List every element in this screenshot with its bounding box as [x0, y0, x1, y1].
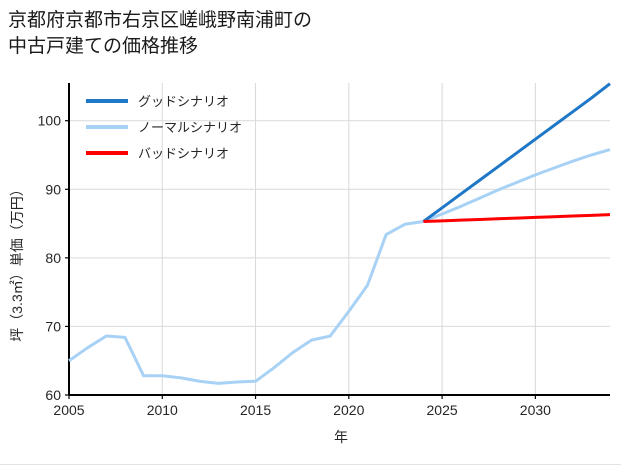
- series-line: [68, 148, 611, 385]
- series-line: [423, 213, 611, 224]
- x-tick-label: 2010: [147, 402, 178, 418]
- chart-title: 京都府京都市右京区嵯峨野南浦町の 中古戸建ての価格推移: [8, 8, 608, 60]
- chart-title-line-1: 京都府京都市右京区嵯峨野南浦町の: [8, 10, 313, 31]
- x-tick-label: 2015: [240, 402, 271, 418]
- data-series: [68, 82, 611, 385]
- x-tick-label: 2030: [520, 402, 551, 418]
- series-line: [422, 82, 611, 223]
- y-tick-label: 90: [45, 181, 61, 197]
- legend-label: バッドシナリオ: [138, 146, 229, 161]
- x-tick-label: 2025: [427, 402, 458, 418]
- x-tick-label: 2005: [53, 402, 84, 418]
- y-tick-labels: 60 70 80 90 100: [38, 113, 62, 403]
- plot-border: [68, 83, 610, 396]
- x-tick-labels: 2005 2010 2015 2020 2025 2030: [53, 402, 551, 418]
- legend-label: グッドシナリオ: [138, 94, 229, 109]
- y-tick-label: 70: [45, 318, 61, 334]
- y-tick-label: 100: [38, 113, 62, 129]
- tick-marks: [65, 120, 536, 399]
- chart-title-line-2: 中古戸建ての価格推移: [8, 36, 199, 57]
- legend-label: ノーマルシナリオ: [138, 120, 242, 135]
- y-tick-label: 80: [45, 250, 61, 266]
- x-axis-title: 年: [334, 429, 348, 445]
- grid-lines: [68, 83, 610, 396]
- x-tick-label: 2020: [333, 402, 364, 418]
- y-axis-title: 坪（3.3㎡）単価（万円）: [9, 182, 25, 341]
- y-tick-label: 60: [45, 387, 61, 403]
